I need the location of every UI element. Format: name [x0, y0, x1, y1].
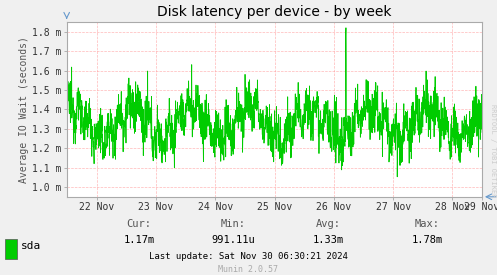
Text: Avg:: Avg: — [316, 219, 340, 229]
Text: RRDTOOL / TOBI OETIKER: RRDTOOL / TOBI OETIKER — [490, 104, 496, 198]
Text: Munin 2.0.57: Munin 2.0.57 — [219, 265, 278, 274]
Title: Disk latency per device - by week: Disk latency per device - by week — [158, 6, 392, 20]
Text: Cur:: Cur: — [127, 219, 152, 229]
Y-axis label: Average IO Wait (seconds): Average IO Wait (seconds) — [19, 36, 29, 183]
Text: sda: sda — [21, 241, 42, 251]
Text: 1.17m: 1.17m — [124, 235, 155, 245]
Text: 991.11u: 991.11u — [212, 235, 255, 245]
Text: 1.78m: 1.78m — [412, 235, 443, 245]
Text: Max:: Max: — [415, 219, 440, 229]
Text: Last update: Sat Nov 30 06:30:21 2024: Last update: Sat Nov 30 06:30:21 2024 — [149, 252, 348, 261]
Text: 1.33m: 1.33m — [313, 235, 343, 245]
Text: Min:: Min: — [221, 219, 246, 229]
